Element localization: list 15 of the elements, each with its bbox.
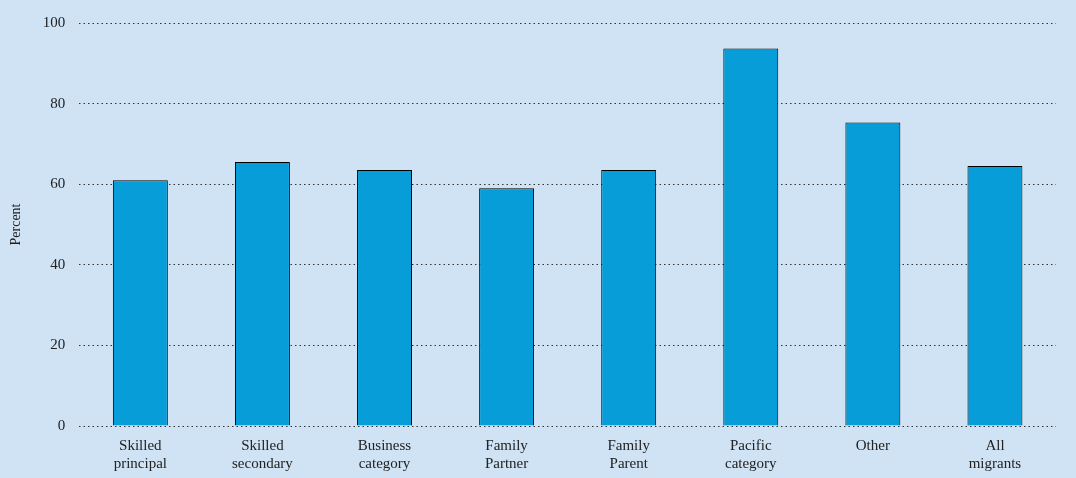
x-tick-label: Skilled principal [113,436,168,471]
x-tick-label: Family Partner [484,436,529,471]
y-tick-label: 40 [50,255,66,272]
y-tick-label: 80 [50,94,66,111]
x-tick-label: Business category [357,436,412,471]
x-tick-label: Family Parent [607,436,651,471]
x-tick-label: Pacific category [724,436,778,471]
y-axis-title: Percent [8,203,24,246]
x-tick-label: Other [855,436,890,453]
x-tick-label: Skilled secondary [232,436,294,471]
y-tick-label: 20 [50,336,66,353]
x-tick-label: All migrants [968,436,1022,471]
y-tick-label: 0 [57,416,66,433]
y-tick-label: 100 [42,13,66,30]
y-tick-label: 60 [50,175,66,192]
